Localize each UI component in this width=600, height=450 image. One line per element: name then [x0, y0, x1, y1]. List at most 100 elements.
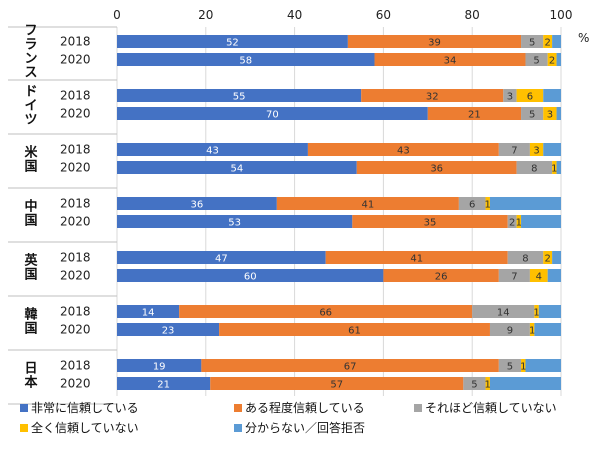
bar-segment — [117, 161, 357, 174]
bar-segment — [117, 143, 308, 156]
bar-segment — [552, 35, 561, 48]
data-label: 2 — [544, 38, 550, 49]
bar-segment — [498, 269, 530, 282]
bar-segment — [117, 305, 180, 318]
data-label: 8 — [531, 164, 537, 175]
country-label: ン — [24, 52, 37, 67]
bar-segment — [538, 305, 561, 318]
country-label: フ — [24, 24, 37, 39]
country-label: 英 — [23, 253, 38, 269]
bar-segment — [516, 161, 553, 174]
year-label: 2018 — [60, 359, 91, 373]
bar-segment — [525, 53, 548, 66]
legend-label: それほど信頼していない — [425, 401, 557, 415]
bars: 52 39 5 258 34 5 255 32 3 670 21 5 343 43 7 354 36 8 136 41… — [117, 35, 561, 391]
data-label: 7 — [511, 272, 517, 283]
bar-segment — [347, 35, 522, 48]
bar-segment — [276, 197, 459, 210]
bar-segment — [361, 89, 504, 102]
data-label: 53 — [228, 218, 241, 229]
x-tick-label: 80 — [465, 8, 480, 22]
bar-segment — [534, 305, 539, 318]
country-label: 日 — [24, 362, 37, 377]
data-label: 1 — [516, 218, 522, 229]
bar-segment — [498, 143, 530, 156]
data-label: 61 — [348, 326, 361, 337]
bar-segment — [219, 323, 490, 336]
bar-segment — [556, 107, 561, 120]
bar-segment — [556, 53, 561, 66]
data-label: 9 — [507, 326, 513, 337]
data-label: 3 — [547, 110, 553, 121]
bar-segment — [472, 305, 535, 318]
year-label: 2018 — [60, 143, 91, 157]
data-label: 66 — [319, 308, 332, 319]
data-label: 57 — [330, 380, 343, 391]
data-label: 19 — [153, 362, 166, 373]
legend-swatch — [20, 424, 28, 432]
bar-segment — [117, 359, 202, 372]
bar-segment — [521, 35, 544, 48]
bar-segment — [547, 53, 557, 66]
data-label: 60 — [244, 272, 257, 283]
bar-segment — [117, 107, 428, 120]
data-label: 41 — [361, 200, 374, 211]
bar-segment — [117, 323, 220, 336]
year-label: 2020 — [60, 377, 91, 391]
bar-segment — [356, 161, 517, 174]
legend-label: 全く信頼していない — [31, 420, 139, 435]
bar-segment — [117, 251, 326, 264]
data-label: 52 — [226, 38, 239, 49]
bar-segment — [543, 251, 553, 264]
legend-label: 非常に信頼している — [31, 401, 139, 415]
data-label: 5 — [529, 110, 535, 121]
data-label: 1 — [551, 164, 557, 175]
data-label: 67 — [344, 362, 357, 373]
data-label: 5 — [529, 38, 535, 49]
x-tick-label: 60 — [376, 8, 391, 22]
data-label: 21 — [157, 380, 170, 391]
country-label: イ — [24, 99, 37, 114]
data-label: 23 — [162, 326, 175, 337]
bar-segment — [521, 359, 526, 372]
legend-label: ある程度信頼している — [245, 400, 365, 415]
data-label: 39 — [428, 38, 441, 49]
bar-segment — [117, 197, 277, 210]
country-label: 国 — [24, 160, 37, 175]
data-label: 2 — [509, 218, 515, 229]
bar-segment — [210, 377, 464, 390]
bar-segment — [516, 89, 544, 102]
bar-segment — [179, 305, 473, 318]
bar-segment — [556, 161, 561, 174]
year-label: 2018 — [60, 89, 91, 103]
bar-segment — [525, 359, 561, 372]
year-label: 2020 — [60, 161, 91, 175]
year-label: 2018 — [60, 251, 91, 265]
data-label: 21 — [468, 110, 481, 121]
data-label: 3 — [507, 92, 513, 103]
data-label: 14 — [142, 308, 155, 319]
country-label: 中 — [24, 199, 37, 215]
data-label: 5 — [533, 56, 539, 67]
bar-segment — [489, 377, 561, 390]
data-label: 1 — [485, 380, 491, 391]
unit-label: % — [578, 31, 589, 45]
bar-segment — [529, 323, 535, 336]
bar-segment — [543, 143, 561, 156]
bar-segment — [427, 107, 522, 120]
bar-segment — [201, 359, 499, 372]
bar-segment — [383, 269, 499, 282]
legend-label: 分からない／回答拒否 — [245, 420, 365, 435]
bar-segment — [325, 251, 508, 264]
year-label: 2020 — [60, 53, 91, 67]
data-label: 1 — [533, 308, 539, 319]
legend-swatch — [234, 424, 242, 432]
x-axis-ticks: 0 20 40 60 80 100 — [113, 8, 572, 22]
bar-segment — [547, 269, 561, 282]
data-label: 1 — [520, 362, 526, 373]
bar-segment — [543, 107, 557, 120]
bar-segment — [352, 215, 508, 228]
country-label: 米 — [24, 145, 38, 161]
